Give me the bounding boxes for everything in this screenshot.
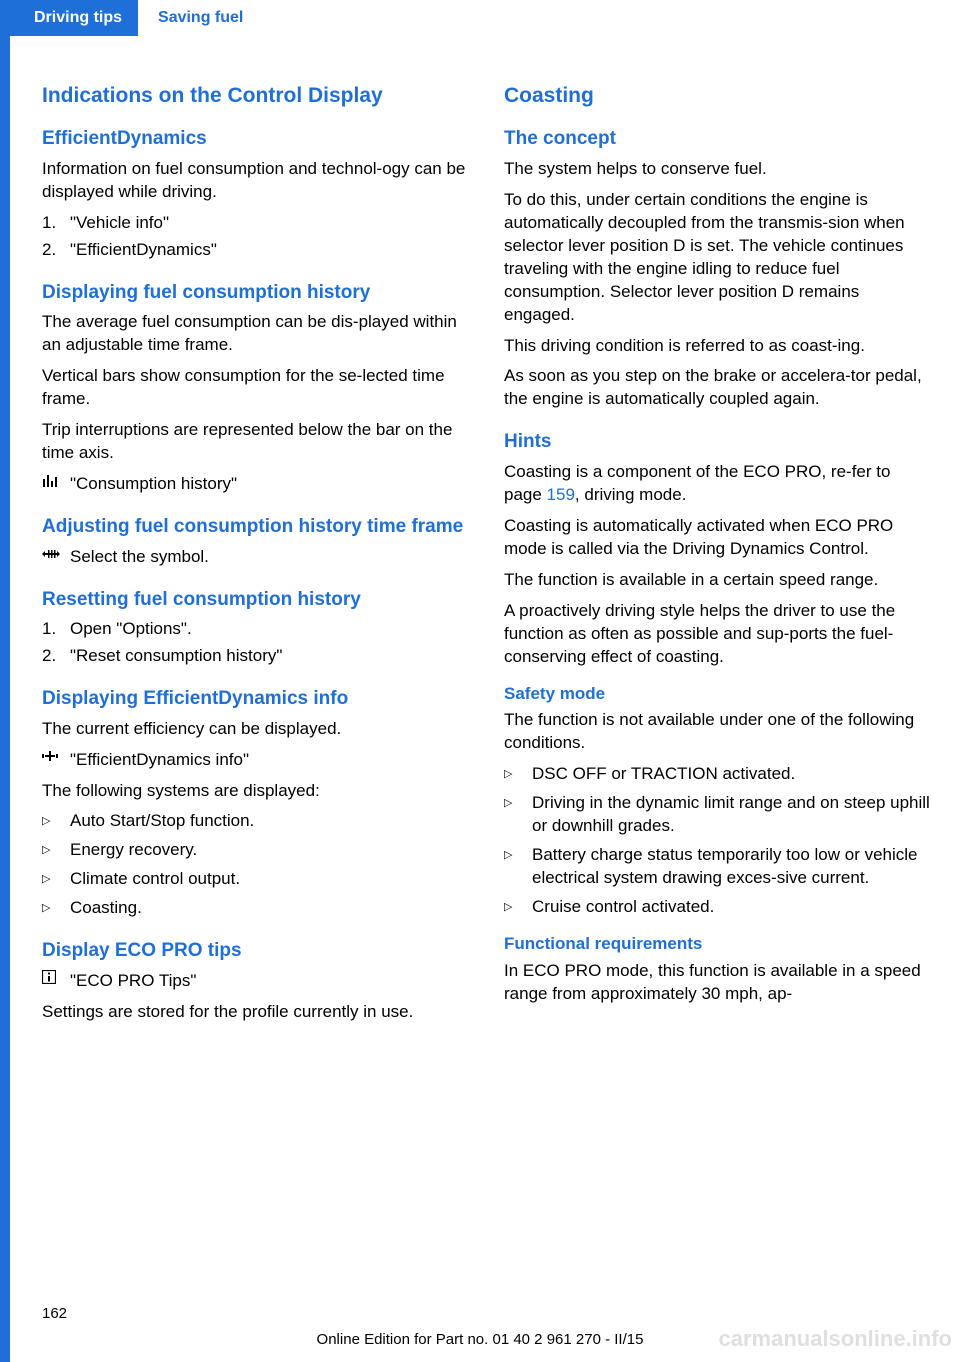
heading-safety-mode: Safety mode (504, 683, 930, 706)
body-text: In ECO PRO mode, this function is availa… (504, 960, 930, 1006)
heading-functional-req: Functional requirements (504, 933, 930, 956)
list-text: Driving in the dynamic limit range and o… (532, 792, 930, 838)
body-text: The current efficiency can be displayed. (42, 718, 468, 741)
list-text: Cruise control activated. (532, 896, 714, 919)
list-text: Auto Start/Stop function. (70, 810, 254, 833)
list-item: ▷Cruise control activated. (504, 896, 930, 919)
list-item: ▷Energy recovery. (42, 839, 468, 862)
text-span: , driving mode. (575, 485, 687, 504)
triangle-icon: ▷ (504, 792, 532, 838)
list-text: "EfficientDynamics" (70, 239, 217, 262)
body-text: Information on fuel consumption and tech… (42, 158, 468, 204)
heading-ed-info: Displaying EfficientDynamics info (42, 686, 468, 712)
body-text: Coasting is a component of the ECO PRO, … (504, 461, 930, 507)
icon-line-text: Select the symbol. (70, 546, 209, 569)
body-text: The following systems are displayed: (42, 780, 468, 803)
list-text: Open "Options". (70, 618, 192, 641)
heading-eco-pro-tips: Display ECO PRO tips (42, 938, 468, 964)
body-text: Coasting is automatically activated when… (504, 515, 930, 561)
list-item: ▷Battery charge status temporarily too l… (504, 844, 930, 890)
icon-line-text: "Consumption history" (70, 473, 237, 496)
slider-icon (42, 546, 70, 569)
body-text: Settings are stored for the profile curr… (42, 1001, 468, 1024)
heading-hints: Hints (504, 429, 930, 455)
bars-icon (42, 473, 70, 496)
list-text: Battery charge status temporarily too lo… (532, 844, 930, 890)
info-icon (42, 970, 70, 993)
ordered-list: 1.Open "Options". 2."Reset consumption h… (42, 618, 468, 668)
list-text: Climate control output. (70, 868, 240, 891)
list-item: 2."Reset consumption history" (42, 645, 468, 668)
icon-line: "ECO PRO Tips" (42, 970, 468, 993)
body-text: As soon as you step on the brake or acce… (504, 365, 930, 411)
left-accent-bar (0, 0, 10, 1362)
heading-efficientdynamics: EfficientDynamics (42, 126, 468, 152)
list-number: 1. (42, 618, 70, 641)
list-item: ▷Coasting. (42, 897, 468, 920)
body-text: The system helps to conserve fuel. (504, 158, 930, 181)
page-content: Indications on the Control Display Effic… (42, 82, 930, 1032)
list-text: "Vehicle info" (70, 212, 169, 235)
body-text: To do this, under certain conditions the… (504, 189, 930, 327)
list-text: "Reset consumption history" (70, 645, 282, 668)
right-column: Coasting The concept The system helps to… (504, 82, 930, 1032)
body-text: The average fuel consumption can be dis‐… (42, 311, 468, 357)
heading-adjust-timeframe: Adjusting fuel consumption history time … (42, 514, 468, 540)
body-text: The function is not available under one … (504, 709, 930, 755)
icon-line-text: "ECO PRO Tips" (70, 970, 196, 993)
ordered-list: 1."Vehicle info" 2."EfficientDynamics" (42, 212, 468, 262)
list-text: Energy recovery. (70, 839, 197, 862)
body-text: The function is available in a certain s… (504, 569, 930, 592)
list-item: 1.Open "Options". (42, 618, 468, 641)
list-item: ▷Climate control output. (42, 868, 468, 891)
triangle-icon: ▷ (504, 844, 532, 890)
list-item: 1."Vehicle info" (42, 212, 468, 235)
header-chapter: Driving tips (10, 0, 138, 36)
header-section: Saving fuel (138, 7, 243, 29)
bullet-list: ▷DSC OFF or TRACTION activated. ▷Driving… (504, 763, 930, 919)
knob-icon (42, 749, 70, 772)
list-number: 2. (42, 239, 70, 262)
bullet-list: ▷Auto Start/Stop function. ▷Energy recov… (42, 810, 468, 920)
body-text: Vertical bars show consumption for the s… (42, 365, 468, 411)
list-text: DSC OFF or TRACTION activated. (532, 763, 795, 786)
list-item: ▷Auto Start/Stop function. (42, 810, 468, 833)
icon-line: Select the symbol. (42, 546, 468, 569)
icon-line: "Consumption history" (42, 473, 468, 496)
icon-line: "EfficientDynamics info" (42, 749, 468, 772)
list-text: Coasting. (70, 897, 142, 920)
body-text: A proactively driving style helps the dr… (504, 600, 930, 669)
list-item: ▷Driving in the dynamic limit range and … (504, 792, 930, 838)
triangle-icon: ▷ (42, 868, 70, 891)
watermark: carmanualsonline.info (719, 1324, 953, 1354)
triangle-icon: ▷ (504, 896, 532, 919)
list-item: 2."EfficientDynamics" (42, 239, 468, 262)
triangle-icon: ▷ (42, 839, 70, 862)
body-text: This driving condition is referred to as… (504, 335, 930, 358)
list-number: 2. (42, 645, 70, 668)
page-reference: 159 (547, 485, 575, 504)
heading-fuel-history: Displaying fuel consumption history (42, 280, 468, 306)
triangle-icon: ▷ (42, 810, 70, 833)
triangle-icon: ▷ (42, 897, 70, 920)
page-number: 162 (42, 1304, 67, 1324)
page-header: Driving tips Saving fuel (10, 0, 243, 36)
body-text: Trip interruptions are represented below… (42, 419, 468, 465)
heading-coasting: Coasting (504, 82, 930, 110)
heading-concept: The concept (504, 126, 930, 152)
list-number: 1. (42, 212, 70, 235)
heading-reset-history: Resetting fuel consumption history (42, 587, 468, 613)
icon-line-text: "EfficientDynamics info" (70, 749, 249, 772)
list-item: ▷DSC OFF or TRACTION activated. (504, 763, 930, 786)
heading-indications: Indications on the Control Display (42, 82, 468, 110)
left-column: Indications on the Control Display Effic… (42, 82, 468, 1032)
triangle-icon: ▷ (504, 763, 532, 786)
